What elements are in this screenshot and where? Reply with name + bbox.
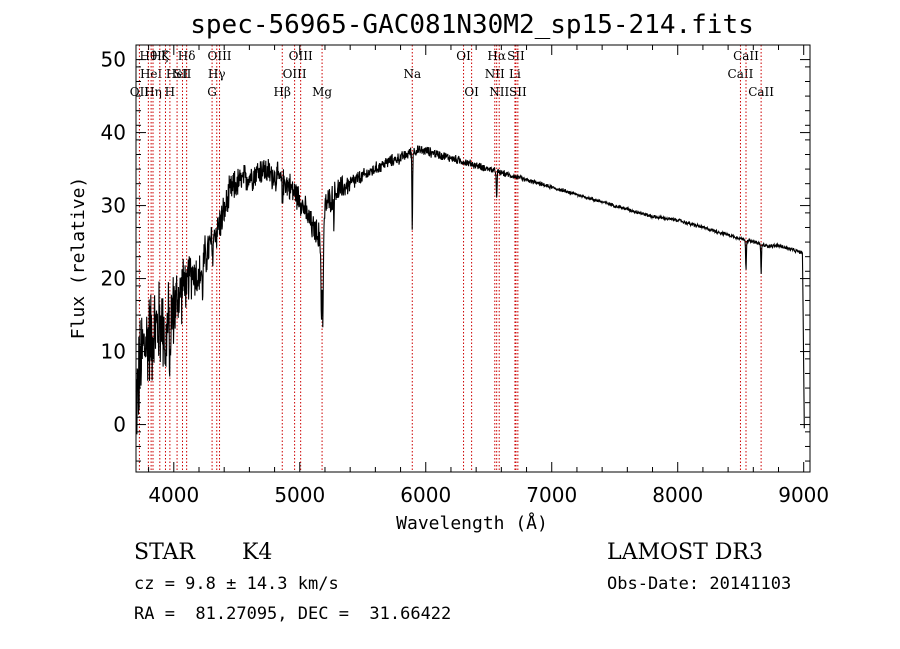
spectral-line-label-12: OIII [207,49,231,63]
spectral-line-label-20: NII [485,67,505,81]
x-tick-label-2: 6000 [400,483,451,507]
spectral-line-label-18: OI [456,49,471,63]
spectrum-line [135,145,805,435]
x-tick-label-3: 7000 [526,483,577,507]
spectral-line-label-24: SII [507,49,525,63]
x-tick-label-1: 5000 [274,483,325,507]
x-tick-label-5: 9000 [778,483,829,507]
spectral-line-label-19: OI [464,85,479,99]
obs-date: Obs-Date: 20141103 [607,574,792,594]
x-tick-label-4: 8000 [652,483,703,507]
x-axis-label: Wavelength (Å) [396,512,548,534]
spectral-line-label-21: Hα [487,49,506,63]
axes: 4000 5000 6000 7000 8000 9000 0 10 20 30 40 50 [101,44,829,507]
y-axis-label: Flux (relative) [68,177,89,340]
spectral-line-label-15: OIII [289,49,313,63]
spectral-line-markers: OIIHθHeIHηHζKHHeISIIHδGHγOIIIHβOIIIOIIIM… [130,45,774,472]
spectral-line-label-17: Na [403,67,421,81]
y-tick-label-1: 10 [101,340,126,364]
coordinates: RA = 81.27095, DEC = 31.66422 [134,604,452,624]
spectral-line-label-0: OII [130,85,150,99]
spectral-line-label-14: OIII [283,67,307,81]
spectral-line-label-16: Mg [312,85,332,99]
spectral-line-label-23: Li [509,67,521,81]
plot-frame [135,44,811,473]
spectrum-series [135,145,805,435]
spectral-line-label-11: Hγ [208,67,226,81]
spectral-line-label-5: K [161,49,171,63]
spectral-line-label-26: CaII [728,67,754,81]
survey-name: LAMOST DR3 [607,540,763,565]
spectral-line-label-27: CaII [733,49,759,63]
y-tick-label-5: 50 [101,48,126,72]
spectral-line-label-9: Hδ [178,49,196,63]
spectral-line-label-25: SII [509,85,527,99]
spectral-line-label-10: G [207,85,217,99]
spectral-line-label-2: HeI [140,67,163,81]
chart-title: spec-56965-GAC081N30M2_sp15-214.fits [190,10,754,40]
y-tick-label-2: 20 [101,267,126,291]
redshift-readout: cz = 9.8 ± 14.3 km/s [134,574,339,594]
spectral-line-label-3: Hη [144,85,162,99]
spectral-line-label-6: H [165,85,175,99]
spectral-line-label-28: CaII [748,85,774,99]
y-tick-label-4: 40 [101,121,126,145]
object-class: STAR [134,540,195,565]
y-tick-label-0: 0 [113,413,126,437]
spectral-line-label-22: NII [489,85,509,99]
x-tick-label-0: 4000 [148,483,199,507]
spectral-line-label-8: SII [174,67,192,81]
y-tick-label-3: 30 [101,194,126,218]
object-subclass: K4 [242,540,273,565]
spectral-line-label-13: Hβ [274,85,291,99]
spectral-line-label-4: Hζ [151,49,168,63]
